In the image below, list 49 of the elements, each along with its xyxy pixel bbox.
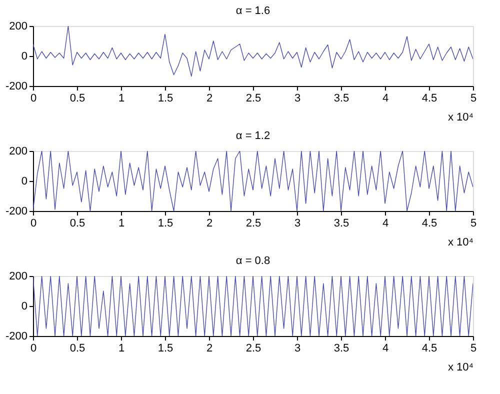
y-tick-label: 200 [9, 146, 28, 158]
x-tick-label: 4.5 [422, 92, 438, 104]
x-tick-label: 5 [470, 342, 477, 354]
x-tick-label: 4 [382, 342, 389, 354]
x-axis-title: x 10⁴ [448, 112, 474, 124]
x-tick-label: 3 [294, 342, 301, 354]
x-tick-label: 3.5 [334, 92, 350, 104]
x-tick-label: 0.5 [70, 342, 86, 354]
x-tick-label: 1.5 [158, 218, 174, 230]
chart-title: α = 1.2 [236, 130, 270, 142]
y-tick-label: 0 [21, 176, 28, 188]
x-tick-label: 2.5 [246, 218, 262, 230]
x-tick-label: 1 [118, 218, 125, 230]
x-tick-label: 2.5 [246, 92, 262, 104]
x-tick-label: 4.5 [422, 342, 438, 354]
x-tick-label: 1 [118, 342, 125, 354]
x-tick-label: 4 [382, 218, 389, 230]
line-series [33, 26, 473, 77]
x-tick-label: 5 [470, 92, 477, 104]
x-tick-label: 0 [30, 92, 37, 104]
x-axis-title: x 10⁴ [448, 362, 474, 374]
y-tick-label: 200 [9, 20, 28, 32]
x-tick-label: 0 [30, 342, 37, 354]
x-tick-label: 2 [206, 92, 213, 104]
chart-title: α = 1.6 [236, 5, 270, 17]
x-tick-label: 3 [294, 218, 301, 230]
x-tick-label: 1 [118, 92, 125, 104]
x-tick-label: 3 [294, 92, 301, 104]
x-tick-label: 3.5 [334, 218, 350, 230]
x-tick-label: 4.5 [422, 218, 438, 230]
x-tick-label: 0.5 [70, 218, 86, 230]
x-tick-label: 2 [206, 218, 213, 230]
y-tick-label: -200 [5, 80, 28, 92]
y-tick-label: 0 [21, 300, 28, 312]
x-tick-label: 2 [206, 342, 213, 354]
x-tick-label: 4 [382, 92, 389, 104]
chart-title: α = 0.8 [236, 255, 270, 267]
x-tick-label: 2.5 [246, 342, 262, 354]
x-axis-title: x 10⁴ [448, 236, 474, 248]
x-tick-label: 5 [470, 218, 477, 230]
x-tick-label: 0.5 [70, 92, 86, 104]
y-tick-label: 0 [21, 50, 28, 62]
y-tick-label: 200 [9, 270, 28, 282]
x-tick-label: 1.5 [158, 92, 174, 104]
x-tick-label: 0 [30, 218, 37, 230]
y-tick-label: -200 [5, 330, 28, 342]
x-tick-label: 1.5 [158, 342, 174, 354]
y-tick-label: -200 [5, 206, 28, 218]
x-tick-label: 3.5 [334, 342, 350, 354]
